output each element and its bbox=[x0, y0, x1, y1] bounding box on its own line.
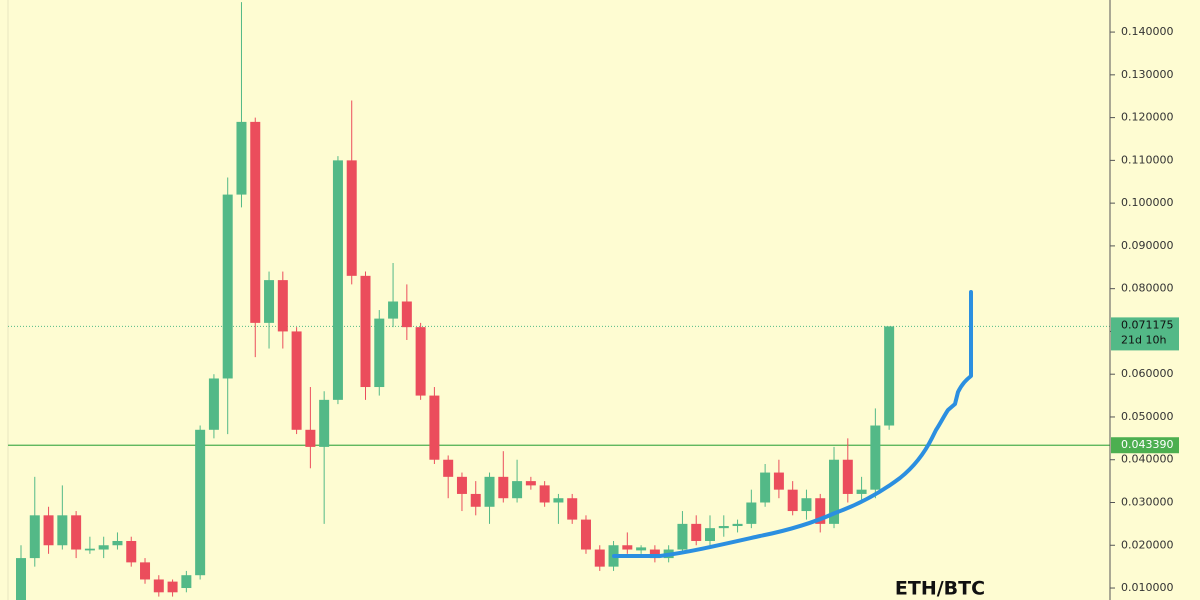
candle-body bbox=[415, 327, 426, 396]
candle-body bbox=[815, 498, 826, 524]
candle-body bbox=[112, 540, 123, 546]
last-price-label: 0.071175 bbox=[1121, 318, 1174, 331]
y-tick-label: 0.020000 bbox=[1121, 538, 1174, 551]
candle-body bbox=[429, 395, 440, 460]
candle-body bbox=[525, 481, 536, 486]
candle-body bbox=[98, 545, 109, 550]
candle-body bbox=[360, 275, 371, 388]
candle-body bbox=[305, 429, 316, 447]
candle-body bbox=[153, 579, 164, 593]
candle-body bbox=[57, 515, 68, 546]
last-price-box bbox=[1111, 317, 1179, 351]
candle-body bbox=[84, 548, 95, 551]
candle-body bbox=[388, 301, 399, 319]
candle-body bbox=[167, 581, 178, 593]
y-tick-label: 0.040000 bbox=[1121, 453, 1174, 466]
chart-title: ETH/BTC bbox=[895, 578, 985, 600]
candle-body bbox=[43, 515, 54, 546]
y-tick-label: 0.140000 bbox=[1121, 25, 1174, 38]
candle-body bbox=[691, 523, 702, 541]
y-tick-label: 0.090000 bbox=[1121, 239, 1174, 252]
candle-body bbox=[498, 476, 509, 499]
candle-body bbox=[884, 326, 895, 426]
candle-body bbox=[622, 545, 633, 550]
candle-body bbox=[567, 498, 578, 520]
candle-body bbox=[195, 429, 206, 576]
candle-body bbox=[222, 194, 233, 379]
candle-body bbox=[746, 502, 757, 524]
candle-body bbox=[829, 459, 840, 524]
candle-body bbox=[456, 476, 467, 494]
candle-body bbox=[760, 472, 771, 503]
candle-body bbox=[773, 472, 784, 490]
y-tick-label: 0.010000 bbox=[1121, 581, 1174, 594]
candle-body bbox=[732, 523, 743, 527]
candle-body bbox=[277, 280, 288, 332]
candle-body bbox=[870, 425, 881, 490]
countdown-label: 21d 10h bbox=[1121, 333, 1166, 346]
level-label: 0.043390 bbox=[1121, 438, 1174, 451]
candle-body bbox=[16, 558, 26, 600]
candle-body bbox=[374, 318, 385, 388]
candle-body bbox=[126, 540, 137, 563]
plot-area bbox=[8, 2, 1110, 600]
y-tick-label: 0.130000 bbox=[1121, 68, 1174, 81]
candle-body bbox=[140, 562, 151, 580]
candle-body bbox=[264, 280, 275, 323]
y-tick-label: 0.080000 bbox=[1121, 282, 1174, 295]
y-tick-label: 0.060000 bbox=[1121, 367, 1174, 380]
candle-body bbox=[250, 121, 261, 323]
candle-body bbox=[718, 526, 729, 529]
candle-body bbox=[636, 547, 647, 551]
trend-curve bbox=[612, 290, 973, 558]
candle-body bbox=[291, 331, 302, 430]
candle-body bbox=[484, 476, 495, 507]
candle-body bbox=[332, 160, 343, 400]
candle-body bbox=[443, 459, 454, 477]
candle-body bbox=[208, 378, 219, 430]
y-tick-label: 0.030000 bbox=[1121, 495, 1174, 508]
candle-body bbox=[553, 498, 564, 503]
candle-body bbox=[594, 549, 605, 567]
candle-body bbox=[580, 519, 591, 550]
candle-body bbox=[787, 489, 798, 512]
y-tick-label: 0.050000 bbox=[1121, 410, 1174, 423]
candle-body bbox=[29, 515, 40, 559]
y-tick-label: 0.110000 bbox=[1121, 153, 1174, 166]
candle-body bbox=[71, 515, 82, 550]
candle-body bbox=[649, 549, 660, 559]
candle-body bbox=[319, 399, 330, 447]
candle-body bbox=[236, 121, 247, 195]
candle-body bbox=[181, 575, 192, 589]
candle-body bbox=[801, 498, 812, 512]
candle-body bbox=[539, 485, 550, 503]
y-axis-labels: 0.010000 0.020000 0.030000 0.040000 0.050000… bbox=[1110, 25, 1179, 594]
candle-body bbox=[677, 523, 688, 550]
candle-body bbox=[401, 301, 412, 328]
candle-body bbox=[856, 489, 867, 494]
y-tick-label: 0.120000 bbox=[1121, 111, 1174, 124]
y-tick-label: 0.100000 bbox=[1121, 196, 1174, 209]
candle-body bbox=[470, 493, 481, 507]
candle-body bbox=[512, 481, 523, 499]
candle-body bbox=[705, 528, 715, 541]
candle-body bbox=[346, 160, 357, 276]
candle-body bbox=[842, 459, 853, 494]
level-label-box bbox=[1111, 437, 1179, 454]
